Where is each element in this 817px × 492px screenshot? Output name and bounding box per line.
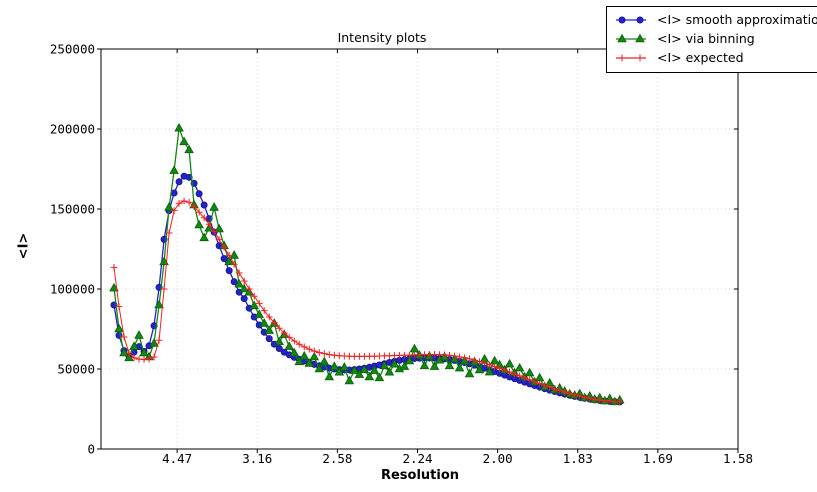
legend-label: <I> expected (657, 50, 744, 65)
legend-item: <I> expected (614, 49, 817, 67)
y-axis-label: <I> (16, 232, 32, 260)
axis-ticks (97, 48, 739, 453)
x-tick-label: 1.83 (563, 451, 593, 466)
x-tick-label: 1.58 (723, 451, 753, 466)
y-tick-label: 0 (87, 442, 95, 457)
y-tick-label: 100000 (50, 282, 95, 297)
legend-label: <I> via binning (657, 31, 755, 46)
gridlines (101, 48, 739, 449)
tick-labels: 4.47 3.16 2.58 2.24 2.00 1.83 1.69 1.58 0 50000 10… (50, 42, 753, 467)
y-tick-label: 250000 (50, 42, 95, 57)
x-tick-label: 2.58 (322, 451, 352, 466)
legend-plus-marker-sample (616, 54, 646, 62)
legend-item: <I> smooth approximation (614, 11, 817, 29)
chart-title: Intensity plots (337, 30, 427, 45)
x-tick-label: 1.69 (643, 451, 673, 466)
y-tick-label: 200000 (50, 122, 95, 137)
x-tick-label: 4.47 (162, 451, 192, 466)
axes-frame (100, 48, 739, 450)
legend-item: <I> via binning (614, 30, 817, 48)
x-axis-label: Resolution (380, 468, 460, 483)
y-tick-label: 150000 (50, 202, 95, 217)
y-tick-label: 50000 (57, 362, 95, 377)
legend-label: <I> smooth approximation (657, 12, 817, 27)
x-tick-label: 2.00 (483, 451, 513, 466)
legend-triangle-marker-sample (616, 33, 646, 43)
legend-circle-marker-sample (616, 16, 646, 24)
x-tick-label: 3.16 (242, 451, 272, 466)
x-tick-label: 2.24 (402, 451, 432, 466)
legend: <I> smooth approximation <I> via binning <… (606, 6, 817, 73)
data-series (109, 122, 625, 406)
